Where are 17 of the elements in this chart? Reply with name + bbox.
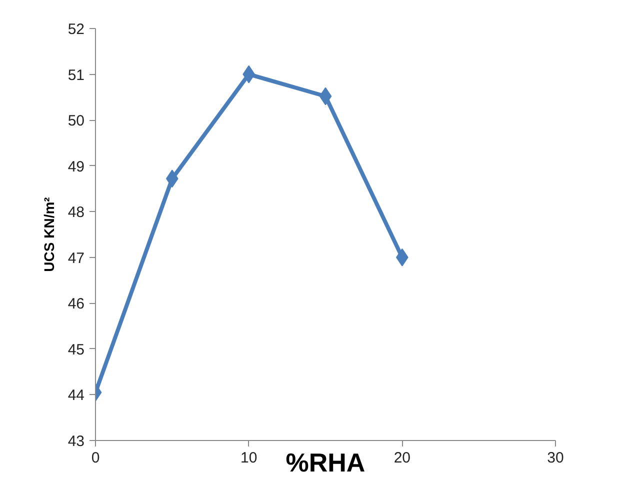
y-tick-label: 47 [68,250,85,267]
y-tick-label: 48 [68,204,85,222]
y-tick-label: 43 [68,433,85,450]
y-tick-label: 50 [68,112,85,130]
y-axis-title: UCS KN/m² [40,196,57,272]
y-tick-label: 51 [68,66,85,84]
x-tick-label: 0 [91,450,100,466]
y-tick-label: 52 [68,21,85,38]
x-axis-title: %RHA [286,448,366,478]
x-tick-label: 20 [394,450,411,466]
y-tick-label: 45 [68,341,85,358]
x-tick-label: 30 [547,450,564,466]
x-tick-label: 10 [240,450,258,466]
y-tick-label: 44 [68,387,85,404]
point [319,87,332,106]
y-tick-label: 46 [68,296,85,313]
y-tick-label: 49 [68,158,85,176]
